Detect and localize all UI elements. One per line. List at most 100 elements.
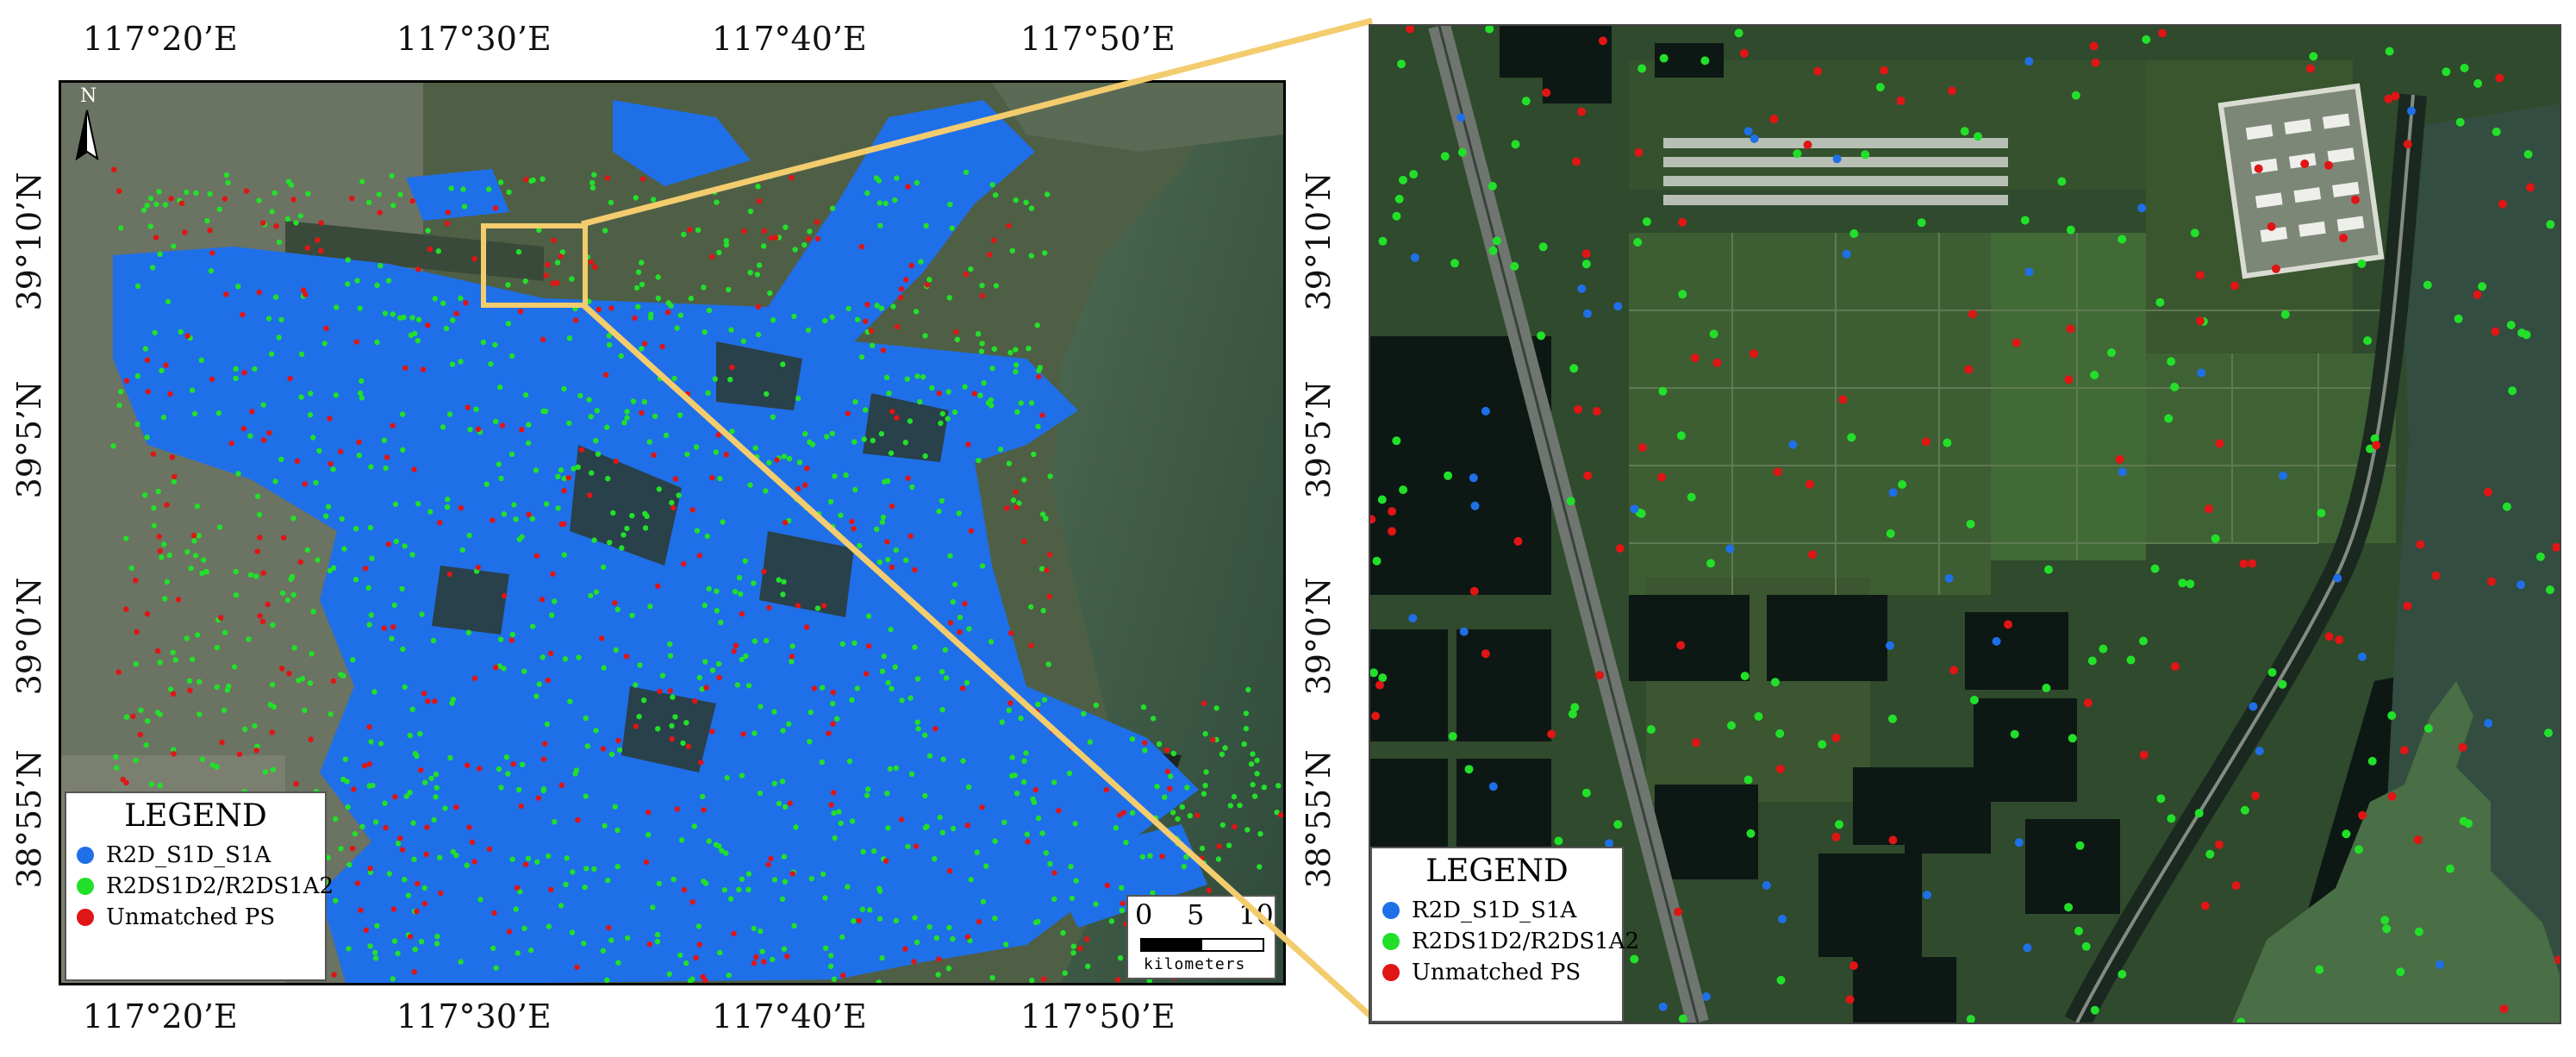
green-ps-point	[781, 579, 787, 585]
red-ps-point	[539, 597, 546, 603]
green-ps-point	[1969, 696, 1979, 704]
red-ps-point	[592, 264, 598, 270]
green-ps-point	[458, 295, 464, 302]
green-ps-point	[983, 863, 989, 869]
green-ps-point	[771, 709, 777, 715]
green-ps-point	[307, 411, 314, 418]
green-ps-point	[449, 361, 456, 367]
green-ps-point	[893, 765, 899, 771]
green-ps-point	[713, 449, 719, 455]
green-ps-point	[624, 935, 631, 941]
green-ps-point	[247, 433, 253, 439]
green-ps-point	[242, 726, 248, 733]
green-ps-point	[989, 366, 995, 372]
red-ps-point	[236, 751, 243, 757]
red-ps-point	[696, 553, 702, 559]
red-ps-point	[1021, 538, 1027, 545]
green-ps-point	[308, 391, 314, 397]
blue-ps-point	[2024, 57, 2034, 66]
red-ps-point	[492, 205, 499, 211]
red-ps-point	[423, 851, 429, 858]
green-ps-point	[1613, 820, 1623, 829]
red-ps-point	[2416, 540, 2425, 549]
green-ps-point	[397, 191, 403, 197]
green-ps-point	[459, 547, 465, 554]
red-ps-point	[259, 618, 266, 625]
green-ps-point	[498, 785, 504, 791]
green-ps-point	[696, 674, 702, 681]
green-ps-point	[807, 228, 813, 235]
red-ps-point	[207, 228, 213, 234]
green-ps-point	[359, 395, 365, 401]
green-ps-point	[869, 342, 876, 348]
green-ps-point	[389, 172, 395, 179]
red-ps-point	[639, 176, 646, 182]
red-ps-point	[542, 741, 548, 747]
red-ps-point	[572, 317, 579, 323]
green-ps-point	[914, 676, 921, 682]
green-ps-point	[715, 660, 722, 667]
green-ps-point	[939, 706, 945, 713]
red-ps-point	[604, 175, 611, 181]
red-ps-point	[2254, 164, 2263, 173]
red-ps-point	[814, 219, 820, 225]
bottom-lon-label-4: 117°50’E	[1020, 998, 1176, 1035]
red-ps-point	[913, 843, 920, 849]
blue-ps-point	[1743, 127, 1753, 136]
red-ps-point	[1583, 471, 1593, 480]
green-ps-point	[1861, 150, 1870, 159]
red-ps-point	[123, 378, 130, 384]
red-ps-point	[240, 425, 247, 432]
green-ps-point	[1013, 197, 1019, 203]
red-ps-point	[1014, 504, 1020, 510]
green-ps-point	[160, 414, 167, 421]
green-ps-point	[1457, 147, 1467, 157]
green-ps-point	[976, 457, 982, 464]
red-ps-point	[947, 620, 954, 626]
green-ps-point	[235, 471, 241, 477]
ps-point-cloud-detail	[1370, 26, 2560, 1023]
red-ps-point	[1077, 945, 1083, 952]
green-ps-point	[485, 186, 492, 192]
red-ps-point	[170, 691, 177, 697]
green-ps-point	[860, 848, 866, 854]
green-ps-point	[1943, 438, 1952, 447]
green-ps-point	[924, 823, 930, 829]
red-ps-point	[414, 908, 420, 915]
green-ps-point	[1181, 863, 1188, 870]
red-ps-point	[1164, 747, 1170, 754]
red-ps-point	[633, 723, 639, 729]
red-ps-point	[411, 466, 417, 472]
green-ps-point	[288, 182, 295, 188]
green-ps-point	[979, 341, 985, 347]
green-ps-point	[1633, 238, 1643, 247]
green-ps-point	[1013, 368, 1019, 375]
green-ps-point	[704, 533, 710, 540]
legend-item-label: R2DS1D2/R2DS1A2	[106, 873, 334, 899]
green-ps-point	[1492, 236, 1501, 246]
green-ps-point	[298, 394, 304, 400]
red-ps-point	[1039, 412, 1045, 418]
green-ps-point	[1151, 716, 1157, 722]
red-ps-point	[1051, 870, 1057, 876]
green-ps-point	[425, 228, 431, 234]
green-ps-point	[515, 950, 521, 956]
green-ps-point	[630, 398, 637, 404]
green-ps-point	[432, 296, 438, 302]
green-ps-point	[2442, 67, 2451, 77]
green-ps-point	[159, 367, 165, 374]
green-ps-point	[709, 667, 716, 673]
green-ps-point	[2455, 117, 2465, 127]
green-ps-point	[113, 754, 119, 760]
red-ps-point	[356, 439, 362, 446]
green-ps-point	[2010, 729, 2019, 739]
red-ps-point	[814, 235, 821, 241]
scale-label-10: 10	[1238, 898, 1274, 931]
red-ps-point	[1692, 738, 1700, 747]
green-ps-point	[745, 871, 752, 877]
green-ps-point	[1231, 793, 1238, 800]
green-ps-point	[573, 767, 580, 773]
green-ps-point	[570, 869, 576, 875]
green-ps-point	[558, 467, 564, 473]
green-ps-point	[647, 315, 654, 321]
